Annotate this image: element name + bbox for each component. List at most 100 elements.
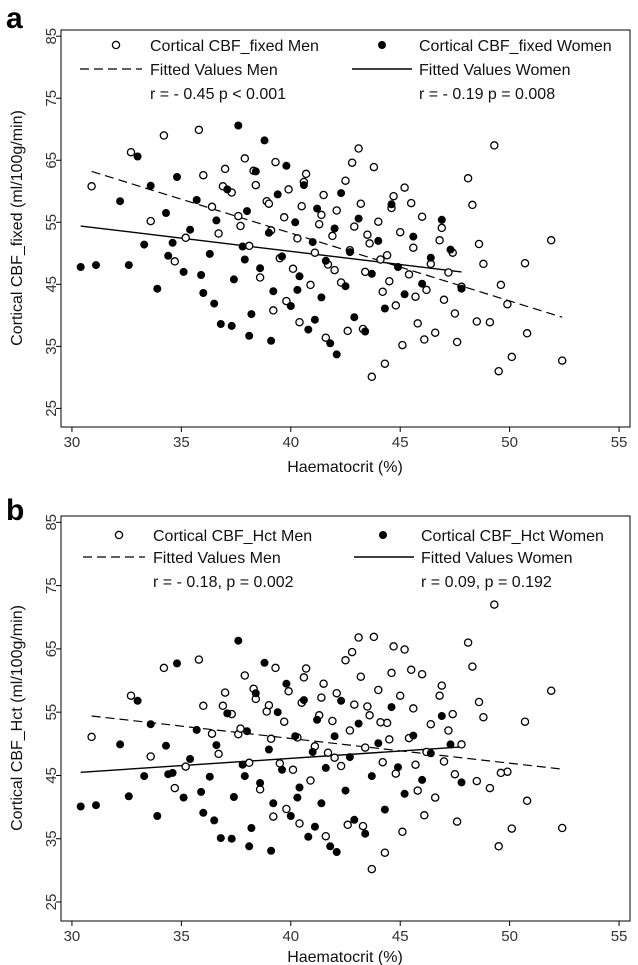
- point-men-a-96: [389, 191, 398, 201]
- point-men-a-48: [395, 227, 405, 237]
- legend-women-points-a: Cortical CBF_fixed Women: [419, 38, 612, 55]
- plot-frame-a: [60, 29, 631, 428]
- point-women-a-46: [345, 248, 354, 257]
- point-men-b-64: [472, 776, 482, 786]
- point-men-a-59: [444, 268, 453, 277]
- point-men-b-67: [490, 600, 499, 609]
- point-women-a-58: [426, 253, 435, 262]
- plot-frame-b: [60, 515, 631, 922]
- point-women-a-57: [418, 279, 427, 288]
- y-tick-label-b-35: 35: [43, 830, 60, 847]
- point-men-b-79: [452, 817, 462, 826]
- point-men-a-68: [494, 366, 503, 376]
- point-men-b-1: [126, 691, 136, 700]
- point-men-b-48: [395, 691, 405, 700]
- point-women-b-2: [116, 740, 125, 749]
- point-men-a-63: [468, 200, 477, 210]
- point-men-b-75: [367, 864, 377, 874]
- point-men-b-82: [358, 821, 368, 831]
- point-women-b-35: [299, 696, 308, 705]
- point-men-b-102: [411, 760, 420, 769]
- point-men-a-74: [557, 356, 567, 365]
- point-women-a-33: [291, 218, 300, 227]
- y-tick-label-b-85: 85: [43, 514, 60, 531]
- point-men-a-101: [496, 280, 506, 290]
- point-women-b-39: [317, 799, 326, 808]
- point-men-b-81: [343, 820, 352, 830]
- point-men-a-42: [369, 162, 379, 172]
- point-women-b-21: [238, 760, 247, 769]
- legend-men-stat-b: r = - 0.18, p = 0.002: [153, 574, 294, 591]
- point-men-a-91: [264, 199, 274, 208]
- point-women-a-7: [153, 284, 162, 293]
- x-tick-label-a-45: 45: [392, 434, 409, 451]
- point-women-a-50: [367, 269, 376, 278]
- point-women-a-43: [332, 350, 341, 359]
- point-men-a-24: [293, 234, 302, 243]
- point-men-b-52: [413, 786, 422, 795]
- point-men-a-71: [520, 258, 530, 268]
- point-women-b-34: [295, 783, 304, 792]
- point-women-a-41: [326, 339, 335, 348]
- point-women-b-38: [313, 715, 322, 724]
- point-women-b-11: [179, 793, 188, 802]
- point-men-b-68: [494, 842, 503, 851]
- point-men-b-2: [159, 663, 169, 673]
- y-tick-label-a-85: 85: [43, 28, 60, 45]
- point-women-a-56: [409, 232, 418, 241]
- point-men-b-85: [295, 819, 304, 828]
- point-men-b-93: [218, 701, 228, 711]
- point-men-b-34: [336, 761, 346, 771]
- point-women-a-61: [457, 284, 466, 293]
- point-men-b-73: [546, 686, 556, 695]
- fit-line-women-b: [80, 746, 462, 773]
- point-women-b-26: [260, 658, 269, 667]
- point-men-a-32: [328, 231, 337, 241]
- point-women-b-29: [273, 708, 282, 717]
- point-men-b-91: [264, 700, 274, 710]
- point-men-b-63: [468, 662, 477, 671]
- point-men-a-39: [356, 199, 366, 208]
- point-men-b-44: [378, 757, 387, 767]
- point-men-b-97: [406, 665, 416, 675]
- point-women-b-5: [140, 772, 149, 781]
- point-men-a-87: [330, 265, 339, 275]
- point-women-a-24: [251, 167, 260, 176]
- legend-men-fit-a: Fitted Values Men: [150, 62, 278, 79]
- point-men-b-83: [269, 812, 278, 821]
- point-women-a-39: [317, 293, 326, 302]
- point-men-b-53: [417, 669, 427, 679]
- point-women-b-55: [400, 789, 409, 798]
- point-men-b-89: [317, 693, 326, 702]
- point-men-a-45: [382, 250, 392, 260]
- point-men-a-40: [360, 267, 370, 277]
- point-men-a-19: [271, 157, 280, 167]
- y-axis-label-b: Cortical CBF_Hct (ml/100g/min): [9, 605, 26, 831]
- point-women-b-20: [234, 636, 243, 645]
- point-men-a-13: [240, 154, 250, 163]
- point-men-a-27: [306, 280, 315, 290]
- point-men-b-26: [301, 664, 311, 673]
- x-tick-label-b-45: 45: [392, 928, 409, 945]
- point-women-a-34: [295, 272, 304, 281]
- point-men-a-86: [376, 255, 385, 264]
- point-women-a-19: [229, 275, 238, 284]
- point-men-a-14: [244, 241, 254, 251]
- point-men-a-49: [400, 183, 409, 192]
- point-men-b-76: [380, 848, 390, 857]
- point-men-b-88: [363, 702, 372, 711]
- point-men-a-80: [321, 333, 331, 342]
- point-women-a-55: [400, 290, 409, 299]
- point-women-a-40: [321, 256, 330, 265]
- point-women-b-54: [394, 763, 402, 772]
- point-women-b-61: [457, 778, 466, 787]
- point-men-a-12: [234, 211, 243, 221]
- legend-men-points-b: Cortical CBF_Hct Men: [153, 528, 312, 545]
- point-men-a-69: [503, 299, 512, 309]
- point-women-b-42: [330, 732, 339, 741]
- panel-b: b 30 35 40 45 50 55 25 35 45 55 65 75 85 Cortical CB…: [6, 494, 631, 965]
- point-women-a-9: [168, 238, 177, 247]
- legend-marker-men-b: [114, 530, 124, 540]
- point-women-b-68: [197, 787, 206, 796]
- point-men-a-95: [347, 158, 357, 167]
